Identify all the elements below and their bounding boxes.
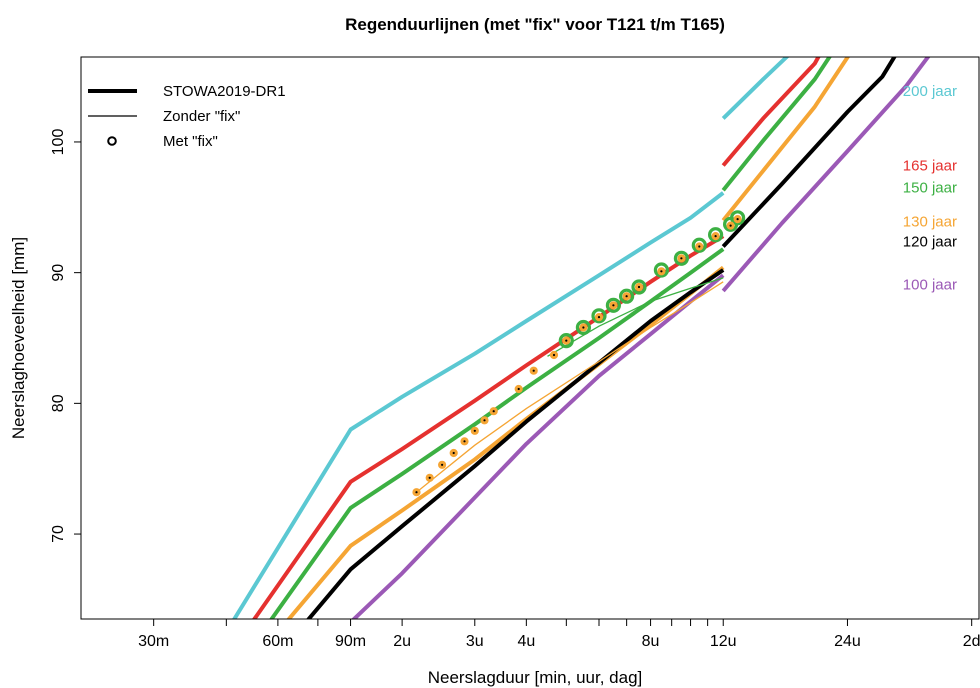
marker-center-130-jaar-met-fix-12 [582, 326, 585, 329]
x-tick-label-60: 60m [262, 633, 293, 650]
series-line-165-jaar-long [721, 57, 821, 167]
marker-150-jaar-met-fix-4 [618, 288, 635, 304]
period-label-100-jaar: 100 jaar [903, 276, 957, 293]
marker-150-jaar-met-fix-5 [631, 279, 647, 295]
legend-swatch-circle [107, 136, 117, 146]
series-line-150-jaar-short [269, 247, 725, 619]
x-tick-label-180: 3u [466, 633, 484, 650]
series-line-200-jaar-long [721, 57, 790, 120]
marker-center-130-jaar-met-fix-10 [552, 353, 556, 357]
period-labels: 200 jaar 165 jaar 150 jaar 130 jaar 120 jaar… [903, 83, 957, 293]
series-line-130-jaar-long [721, 57, 851, 222]
x-tick-label-90: 90m [335, 633, 366, 650]
legend: STOWA2019-DR1 Zonder "fix" Met "fix" [88, 83, 286, 150]
legend-label-2: Met "fix" [163, 133, 218, 150]
marker-150-jaar-met-fix-9 [707, 227, 724, 243]
x-axis-label: Neerslagduur [min, uur, dag] [428, 668, 643, 687]
y-tick-label-70: 70 [50, 525, 67, 543]
series-line-100-jaar-long [721, 57, 931, 293]
marker-150-jaar-met-fix-2 [591, 308, 607, 324]
marker-center-130-jaar-met-fix-20 [714, 235, 717, 238]
x-axis: 30m 60m 90m 2u 3u 4u 8u 12u 24u 2d [138, 619, 980, 650]
x-tick-label-480: 8u [642, 633, 660, 650]
marker-center-130-jaar-met-fix-13 [597, 316, 601, 319]
period-label-200-jaar: 200 jaar [903, 83, 957, 100]
chart-title: Regenduurlijnen (met "fix" voor T121 t/m… [345, 15, 725, 34]
y-tick-label-80: 80 [50, 394, 67, 412]
marker-center-130-jaar-met-fix-17 [660, 270, 663, 273]
marker-center-130-jaar-met-fix-15 [625, 295, 628, 298]
series-line-120-jaar-short [306, 268, 725, 619]
series-line-120-jaar-long [721, 57, 897, 248]
marker-center-130-jaar-met-fix-22 [736, 218, 739, 221]
x-tick-label-30: 30m [138, 633, 169, 650]
series-line-130-jaar-zonder-fix [416, 281, 724, 493]
marker-center-130-jaar-met-fix-6 [483, 419, 486, 422]
y-axis: 70 80 90 100 [50, 129, 81, 543]
marker-center-130-jaar-met-fix-4 [463, 440, 466, 443]
x-tick-label-240: 4u [517, 633, 535, 650]
plot-frame [80, 56, 980, 620]
marker-150-jaar-met-fix-6 [653, 262, 670, 278]
period-label-120-jaar: 120 jaar [903, 233, 957, 250]
marker-center-130-jaar-met-fix-9 [532, 369, 535, 372]
x-tick-label-1440: 24u [834, 633, 861, 650]
x-tick-label-720: 12u [710, 633, 737, 650]
marker-center-130-jaar-met-fix-1 [428, 476, 431, 479]
marker-center-130-jaar-met-fix-14 [612, 304, 615, 307]
marker-center-130-jaar-met-fix-18 [680, 257, 683, 260]
marker-center-130-jaar-met-fix-21 [729, 224, 732, 227]
marker-center-130-jaar-met-fix-7 [492, 410, 495, 413]
marker-center-130-jaar-met-fix-3 [452, 451, 455, 455]
y-tick-label-100: 100 [50, 129, 67, 156]
marker-150-jaar-met-fix-8 [691, 237, 707, 253]
series-line-165-jaar-short [251, 234, 725, 619]
marker-150-jaar-met-fix-7 [673, 250, 690, 266]
marker-150-jaar-met-fix-1 [575, 319, 592, 336]
marker-150-jaar-met-fix-11 [729, 210, 746, 226]
marker-center-130-jaar-met-fix-0 [415, 491, 418, 494]
legend-label-1: Zonder "fix" [163, 108, 240, 125]
marker-center-130-jaar-met-fix-2 [441, 463, 444, 466]
y-axis-label: Neerslaghoeveelheid [mm] [9, 237, 28, 439]
marker-150-jaar-met-fix-3 [605, 297, 622, 313]
x-tick-label-2880: 2d [963, 633, 980, 650]
plot-area [231, 57, 931, 619]
marker-center-130-jaar-met-fix-8 [517, 387, 520, 391]
series-line-150-jaar-long [721, 57, 832, 192]
period-label-130-jaar: 130 jaar [903, 214, 957, 231]
legend-label-0: STOWA2019-DR1 [163, 83, 286, 100]
marker-center-130-jaar-met-fix-11 [565, 339, 568, 342]
marker-center-130-jaar-met-fix-19 [698, 245, 701, 248]
x-tick-label-120: 2u [393, 633, 411, 650]
marker-150-jaar-met-fix-0 [558, 333, 574, 349]
marker-center-130-jaar-met-fix-5 [473, 429, 476, 432]
marker-center-130-jaar-met-fix-16 [637, 285, 641, 289]
period-label-150-jaar: 150 jaar [903, 180, 957, 197]
series-line-200-jaar-short [231, 191, 725, 619]
period-label-165-jaar: 165 jaar [903, 158, 957, 175]
y-tick-label-90: 90 [50, 264, 67, 282]
series-line-150-jaar-zonder-fix [547, 277, 724, 357]
